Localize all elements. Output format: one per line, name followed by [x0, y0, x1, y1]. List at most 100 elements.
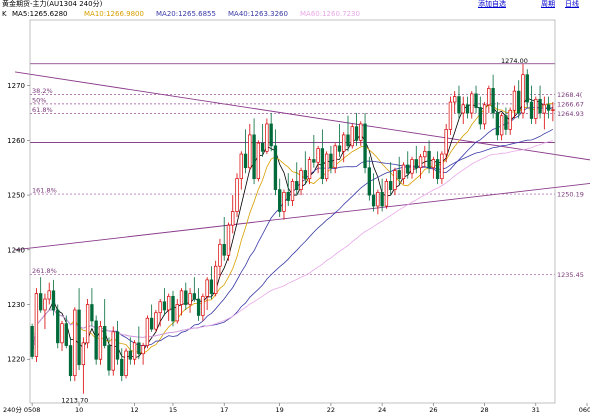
candle-body [94, 320, 98, 360]
candle-body [499, 115, 504, 136]
title-bar: 黄金期货-主力(AU1304 240分) 添加自选 周期 日线 [0, 0, 590, 9]
candle-body [517, 90, 521, 114]
chart-title: 黄金期货-主力(AU1304 240分) [2, 0, 103, 8]
candle-body [495, 112, 500, 136]
add-watchlist-link[interactable]: 添加自选 [478, 0, 506, 8]
candle-body [431, 159, 436, 169]
candle-body [397, 170, 401, 180]
fib-label: 50% [32, 96, 46, 104]
candle-body [81, 342, 86, 366]
candle-body [504, 115, 508, 130]
x-tick-label: 12 [130, 406, 138, 414]
candle-body [209, 279, 214, 294]
candle-body [401, 164, 406, 180]
x-tick-label: 31 [532, 406, 540, 414]
x-tick-label: 24 [378, 406, 386, 414]
candle-body [98, 326, 103, 360]
candle-body [376, 192, 380, 207]
candle-body [222, 243, 226, 256]
candle-body [141, 345, 145, 355]
x-tick-label: 19 [276, 406, 284, 414]
candle-body [423, 150, 427, 158]
y-tick-label: 1270 [7, 82, 25, 90]
candle-body [64, 323, 68, 346]
fib-label: 261.8% [32, 267, 57, 275]
candle-body [371, 194, 376, 207]
candle-body [51, 290, 56, 311]
x-tick-label: 15 [169, 406, 177, 414]
candle-body [192, 293, 197, 300]
candle-body [435, 159, 440, 180]
candle-body [265, 123, 269, 152]
candle-body [414, 159, 418, 169]
candle-body [179, 290, 184, 305]
ma-legend: K MA5:1265.6280 MA10:1266.9800 MA20:1265… [0, 10, 590, 19]
candle-body [273, 145, 278, 190]
candle-body [286, 192, 290, 201]
candle-body [85, 304, 90, 344]
fib-price-label: 1268.4( [557, 91, 583, 99]
candle-body [542, 104, 547, 114]
candle-body [312, 159, 316, 163]
y-tick-label: 1250 [7, 192, 25, 200]
candle-body [162, 301, 167, 311]
candle-body [243, 153, 248, 169]
trendline [15, 183, 590, 251]
price-annotation: 1274.00 [501, 57, 528, 65]
candle-body [115, 331, 120, 360]
candle-body [295, 181, 299, 190]
candle-body [359, 123, 363, 141]
fib-price-label: 1235.45 [557, 271, 584, 279]
candle-body [324, 153, 329, 180]
candle-body [90, 304, 94, 322]
ma-line-20 [31, 106, 553, 357]
x-tick-label: 0508 [24, 406, 41, 414]
candle-body [299, 170, 303, 190]
candle-body [346, 134, 350, 147]
candle-body [205, 279, 209, 297]
candle-body [457, 96, 461, 114]
candle-body [175, 304, 179, 322]
candle-body [380, 192, 384, 207]
candle-body [418, 156, 423, 169]
candle-body [226, 224, 231, 256]
candle-body [367, 167, 372, 196]
candle-body [149, 317, 154, 330]
plot-frame [29, 19, 556, 404]
ma-legend-k: K [2, 10, 7, 18]
candle-body [384, 181, 389, 207]
ma-line-10 [31, 103, 553, 357]
candle-body [406, 164, 410, 174]
candle-body [154, 312, 158, 330]
candle-body [282, 192, 286, 212]
candle-body [260, 142, 265, 152]
candle-body [529, 101, 534, 119]
daily-link[interactable]: 日线 [565, 0, 579, 8]
candle-body [474, 93, 478, 108]
price-annotation: 1213.70 [61, 397, 88, 405]
candle-body [111, 331, 115, 371]
candle-body [508, 109, 512, 130]
candle-body [145, 317, 150, 346]
candle-body [290, 181, 295, 201]
candle-body [77, 309, 81, 366]
candle-body [410, 159, 414, 174]
candle-body [546, 104, 551, 111]
candle-body [465, 104, 470, 114]
candle-body [196, 298, 201, 316]
candle-body [56, 309, 60, 344]
period-link[interactable]: 周期 [541, 0, 555, 8]
candle-body [470, 93, 474, 114]
candle-body [167, 295, 171, 311]
ma-line-60 [31, 140, 554, 357]
x-tick-label: 10 [75, 406, 83, 414]
candle-body [350, 126, 354, 147]
x-tick-label: 240分 [3, 405, 22, 414]
candle-body [354, 126, 359, 141]
candle-body [316, 148, 320, 163]
candle-body [320, 148, 325, 180]
candle-body [521, 74, 525, 114]
candle-body [444, 129, 448, 155]
